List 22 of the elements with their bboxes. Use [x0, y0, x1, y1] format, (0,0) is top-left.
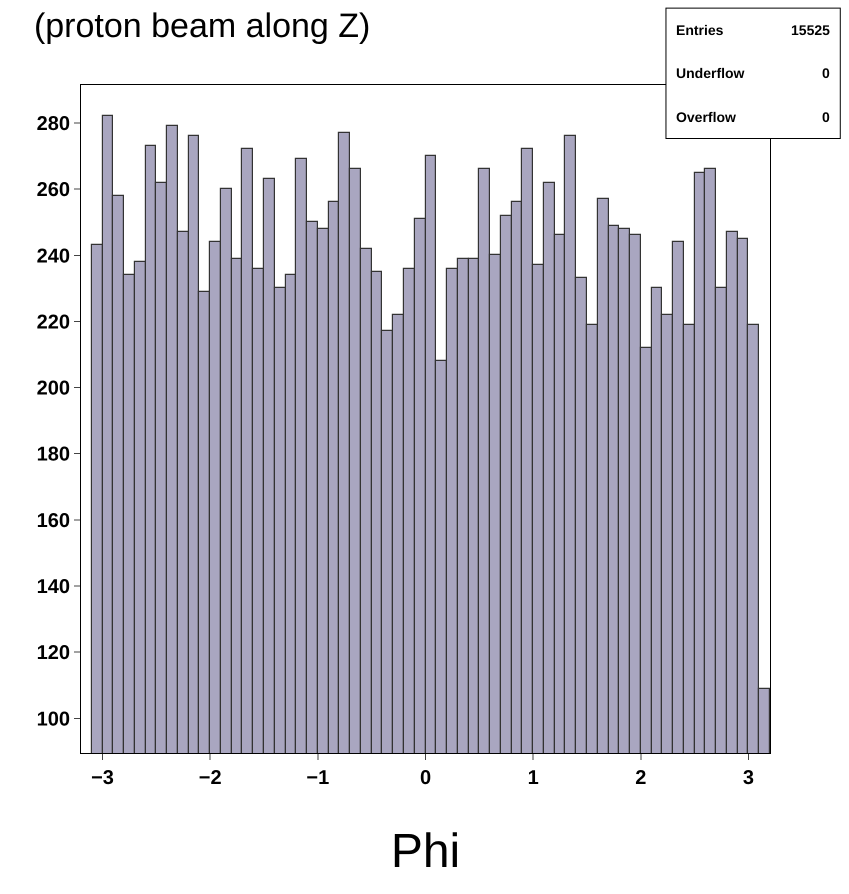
y-tick-label: 280 [36, 113, 70, 136]
chart-title: (proton beam along Z) [34, 7, 370, 46]
x-tick-label: 1 [528, 767, 539, 789]
y-tick-label: 240 [36, 245, 70, 268]
x-tick-label: 3 [742, 767, 754, 789]
text: Underflow 0 [676, 65, 830, 81]
x-axis-title: Phi [390, 825, 460, 878]
y-tick-label: 220 [36, 311, 70, 334]
x-tick-label: −1 [306, 767, 330, 789]
y-tick-label: 260 [36, 179, 70, 202]
x-tick-label: −2 [198, 767, 222, 789]
x-tick-label: 2 [635, 767, 646, 789]
text: Entries 15525 [676, 22, 830, 38]
y-tick-label: 140 [36, 576, 70, 598]
y-tick-label: 100 [36, 708, 70, 730]
x-tick-label: 0 [420, 767, 432, 789]
text: Overflow 0 [676, 109, 830, 125]
y-tick-label: 200 [36, 378, 70, 400]
y-tick-label: 160 [36, 510, 70, 532]
x-tick-label: −3 [91, 767, 114, 789]
y-tick-label: 180 [36, 444, 70, 466]
y-tick-label: 120 [36, 642, 70, 664]
